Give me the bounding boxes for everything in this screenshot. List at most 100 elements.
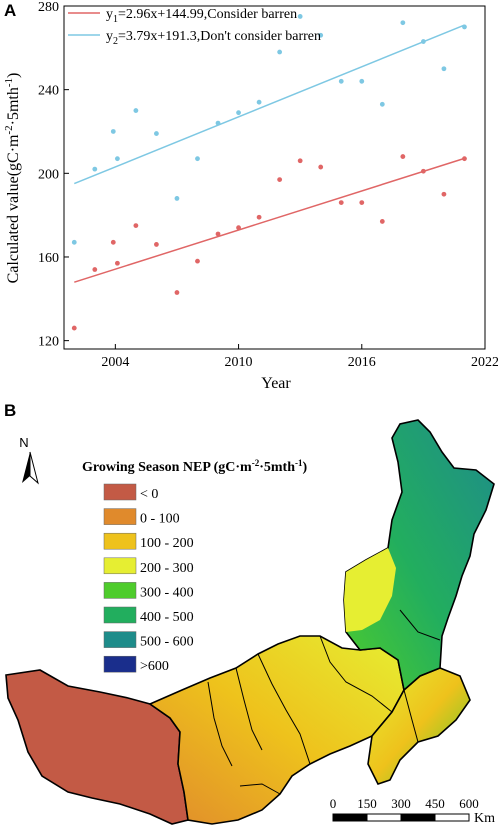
legend-swatch — [103, 532, 137, 550]
y-axis-title: Calculated value(gC·m-2·5mth-1) — [3, 73, 22, 284]
legend-label: 400 - 500 — [140, 610, 194, 625]
legend: y1=2.96x+144.99,Consider barren y2=3.79x… — [68, 7, 321, 47]
data-point — [133, 108, 139, 113]
data-point — [174, 196, 180, 201]
data-point — [215, 120, 221, 126]
data-point — [420, 168, 426, 174]
data-point — [154, 242, 159, 247]
fit-line-1 — [73, 24, 465, 185]
data-point — [379, 219, 385, 224]
map-legend: Growing Season NEP (gC·m-2·5mth-1) < 0 0 … — [82, 458, 307, 674]
svg-text:N: N — [19, 435, 28, 450]
data-point — [71, 325, 77, 331]
data-point — [400, 20, 406, 26]
legend-label: < 0 — [140, 487, 158, 502]
region-northeast — [343, 419, 495, 692]
data-point — [236, 110, 241, 116]
x-axis: 2004 2010 2016 2022 — [101, 344, 498, 370]
legend-label: 100 - 200 — [140, 536, 194, 551]
legend-swatch — [103, 508, 137, 525]
data-point — [195, 156, 200, 162]
map-panel-b: B N Growing Season NEP (gC· — [4, 401, 495, 826]
data-point — [277, 177, 283, 182]
legend-swatch — [103, 655, 137, 673]
data-point — [133, 223, 139, 229]
y-tick-label: 240 — [38, 84, 59, 99]
north-arrow: N — [19, 435, 39, 485]
fit-lines — [73, 24, 465, 283]
data-point — [277, 49, 283, 55]
legend-swatch — [103, 631, 137, 648]
scale-bar-tick-label: 450 — [425, 796, 445, 811]
scale-bar-tick-label: 600 — [459, 796, 479, 811]
region-northeast-yellow — [344, 548, 396, 632]
panel-label-a: A — [4, 1, 16, 20]
data-point — [441, 66, 447, 72]
legend-label: >600 — [140, 659, 169, 674]
data-point — [318, 164, 324, 170]
legend-swatch — [103, 606, 137, 624]
legend-label: 300 - 400 — [140, 585, 194, 600]
data-point — [338, 78, 344, 84]
data-point — [297, 158, 303, 164]
scale-bar-tick-label: 0 — [330, 796, 337, 811]
x-axis-title: Year — [261, 375, 291, 392]
data-point — [114, 260, 120, 266]
legend-label: 200 - 300 — [140, 561, 194, 576]
legend-swatch — [103, 582, 137, 599]
data-point — [359, 78, 365, 84]
data-point — [462, 156, 467, 162]
data-point — [256, 99, 262, 105]
data-point — [359, 200, 365, 205]
data-point — [174, 290, 180, 295]
data-point — [110, 129, 116, 134]
x-tick-label: 2004 — [101, 355, 129, 370]
data-point — [110, 239, 116, 245]
data-point — [195, 258, 200, 264]
data-points — [71, 14, 467, 331]
scale-bar-tick-label: 300 — [391, 796, 411, 811]
data-point — [338, 200, 344, 205]
scale-bar: 0 150 300 450 600 Km — [330, 796, 495, 826]
map-legend-title: Growing Season NEP (gC·m-2·5mth-1) — [82, 458, 307, 475]
data-point — [114, 156, 120, 162]
data-point — [400, 154, 406, 159]
chart-panel-a: A 120 160 200 240 280 2004 2010 2016 2022 y1=2.… — [3, 0, 498, 392]
north-arrow-icon — [22, 452, 30, 483]
scale-bar-unit: Km — [474, 811, 495, 826]
data-point — [441, 191, 447, 197]
region-map — [5, 419, 495, 825]
data-point — [215, 231, 221, 237]
panel-label-b: B — [4, 401, 16, 420]
legend-entry-dont-consider-barren: y2=3.79x+191.3,Don't consider barren — [106, 29, 321, 47]
internal-boundaries — [207, 609, 441, 795]
legend-label: 500 - 600 — [140, 635, 194, 650]
scale-bar-tick-label: 150 — [357, 796, 377, 811]
y-axis: 120 160 200 240 280 — [38, 0, 69, 350]
legend-swatch — [103, 483, 137, 501]
data-point — [154, 131, 159, 136]
fit-line-0 — [74, 157, 465, 283]
y-tick-label: 200 — [38, 167, 59, 182]
data-point — [462, 24, 467, 30]
data-point — [92, 166, 98, 172]
x-tick-label: 2010 — [225, 355, 253, 370]
plot-frame — [63, 5, 486, 350]
data-point — [236, 225, 241, 231]
legend-swatch — [103, 557, 137, 575]
data-point — [420, 39, 426, 44]
data-point — [256, 214, 262, 220]
legend-entry-consider-barren: y1=2.96x+144.99,Consider barren — [106, 7, 297, 25]
region-west — [5, 669, 189, 825]
legend-label: 0 - 100 — [140, 512, 180, 527]
data-point — [318, 32, 324, 38]
y-tick-label: 280 — [38, 0, 59, 15]
y-tick-label: 160 — [38, 251, 59, 266]
x-tick-label: 2016 — [348, 355, 376, 370]
x-tick-label: 2022 — [471, 355, 498, 370]
y-tick-label: 120 — [38, 335, 59, 350]
data-point — [297, 14, 303, 19]
data-point — [92, 267, 98, 272]
data-point — [379, 101, 385, 107]
data-point — [71, 239, 77, 245]
